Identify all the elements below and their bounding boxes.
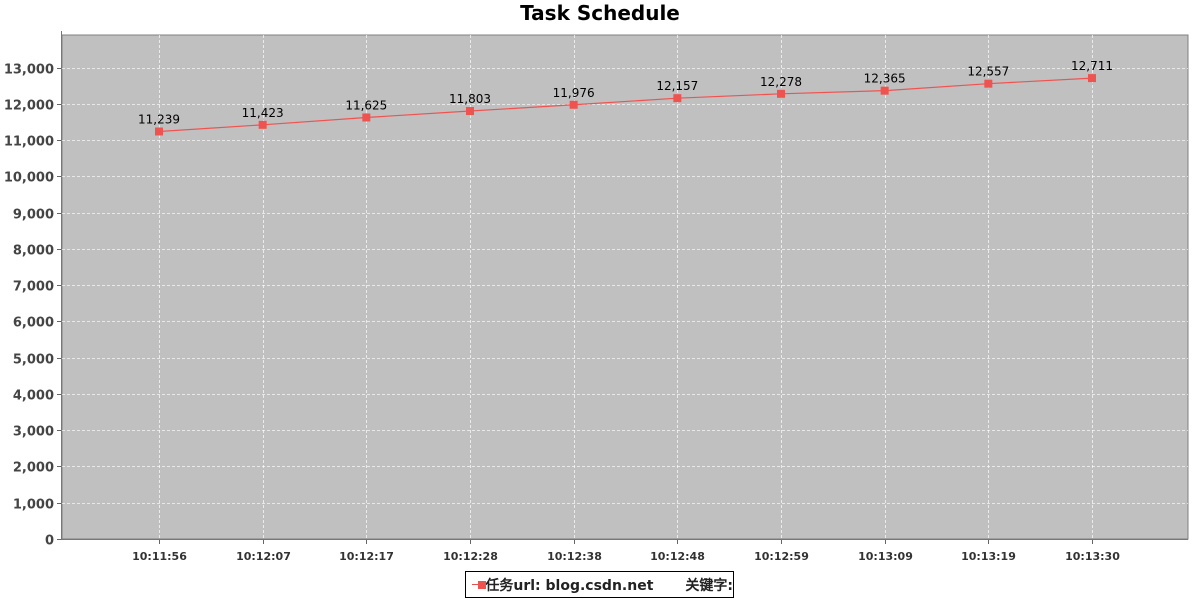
y-tick-label: 1,000 xyxy=(13,498,54,513)
data-label: 12,557 xyxy=(967,65,1009,79)
legend-keyword-label: 关键字: xyxy=(685,577,733,594)
chart-title: Task Schedule xyxy=(520,1,680,25)
x-tick-label: 10:12:48 xyxy=(650,550,705,563)
data-point xyxy=(362,113,371,122)
y-tick-label: 5,000 xyxy=(13,353,54,368)
y-tick-label: 9,000 xyxy=(13,208,54,223)
y-tick-label: 13,000 xyxy=(4,63,54,78)
data-point xyxy=(880,86,889,95)
data-label: 12,365 xyxy=(864,72,906,86)
x-tick-label: 10:12:28 xyxy=(443,550,498,563)
y-tick-label: 10,000 xyxy=(4,171,54,186)
data-point xyxy=(1088,74,1096,83)
y-tick-label: 11,000 xyxy=(4,135,54,150)
chart-svg: 0 1,000 2,000 3,000 4,000 5,000 6,000 7,000 8,00… xyxy=(4,31,1189,563)
data-label: 11,803 xyxy=(449,92,491,106)
data-label: 11,976 xyxy=(553,86,595,100)
series-line xyxy=(158,77,1093,133)
y-tick-label: 2,000 xyxy=(13,461,54,476)
y-tick-label: 8,000 xyxy=(13,244,54,259)
x-tick-label: 10:12:59 xyxy=(754,550,809,563)
y-tick-label: 12,000 xyxy=(4,99,54,114)
x-tick-label: 10:11:56 xyxy=(132,550,187,563)
y-tick-label: 7,000 xyxy=(13,280,54,295)
data-label: 11,423 xyxy=(242,106,284,120)
legend: 任务url: blog.csdn.net 关键字: xyxy=(465,571,734,598)
x-tick-label: 10:13:30 xyxy=(1065,550,1120,563)
x-tick-label: 10:13:09 xyxy=(858,550,913,563)
data-point xyxy=(569,100,578,109)
x-tick-label: 10:12:17 xyxy=(339,550,394,563)
legend-series-marker xyxy=(472,580,486,590)
data-point xyxy=(155,127,163,136)
x-tick-label: 10:12:07 xyxy=(236,550,291,563)
data-label: 12,711 xyxy=(1071,59,1113,73)
data-label: 12,157 xyxy=(656,79,698,93)
y-tick-label: 4,000 xyxy=(13,389,54,404)
y-tick-label: 3,000 xyxy=(13,425,54,440)
data-point xyxy=(258,120,267,129)
data-point xyxy=(777,89,785,98)
data-label: 11,239 xyxy=(138,112,180,126)
y-tick-label: 6,000 xyxy=(13,316,54,331)
legend-series-label: 任务url: blog.csdn.net xyxy=(485,577,654,594)
plot-area xyxy=(61,34,1189,540)
data-point xyxy=(673,94,682,103)
data-point xyxy=(466,107,474,116)
y-tick-label: 0 xyxy=(45,534,54,549)
data-label: 12,278 xyxy=(760,75,802,89)
data-point xyxy=(984,79,993,88)
x-tick-label: 10:12:38 xyxy=(547,550,602,563)
x-tick-label: 10:13:19 xyxy=(961,550,1016,563)
data-label: 11,625 xyxy=(345,98,387,112)
